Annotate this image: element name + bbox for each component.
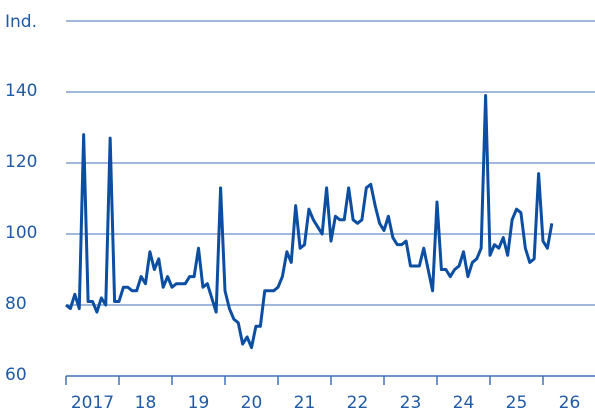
y-tick-label: 120: [5, 152, 37, 172]
x-tick-label: 23: [400, 393, 422, 413]
x-tick-label: 25: [506, 393, 528, 413]
x-tick-label: 26: [559, 393, 581, 413]
x-tick-label: 22: [347, 393, 369, 413]
y-axis-label: Ind.: [5, 12, 37, 32]
y-tick-label: 60: [5, 365, 27, 385]
x-tick-label: 19: [188, 393, 210, 413]
y-tick-label: 140: [5, 81, 37, 101]
x-tick-label: 21: [294, 393, 316, 413]
x-tick-label: 2017: [71, 393, 114, 413]
x-tick-label: 18: [135, 393, 157, 413]
y-tick-label: 80: [5, 294, 27, 314]
x-tick-label: 24: [453, 393, 475, 413]
y-tick-label: 100: [5, 223, 37, 243]
data-line: [65, 94, 554, 350]
x-tick-label: 20: [241, 393, 263, 413]
